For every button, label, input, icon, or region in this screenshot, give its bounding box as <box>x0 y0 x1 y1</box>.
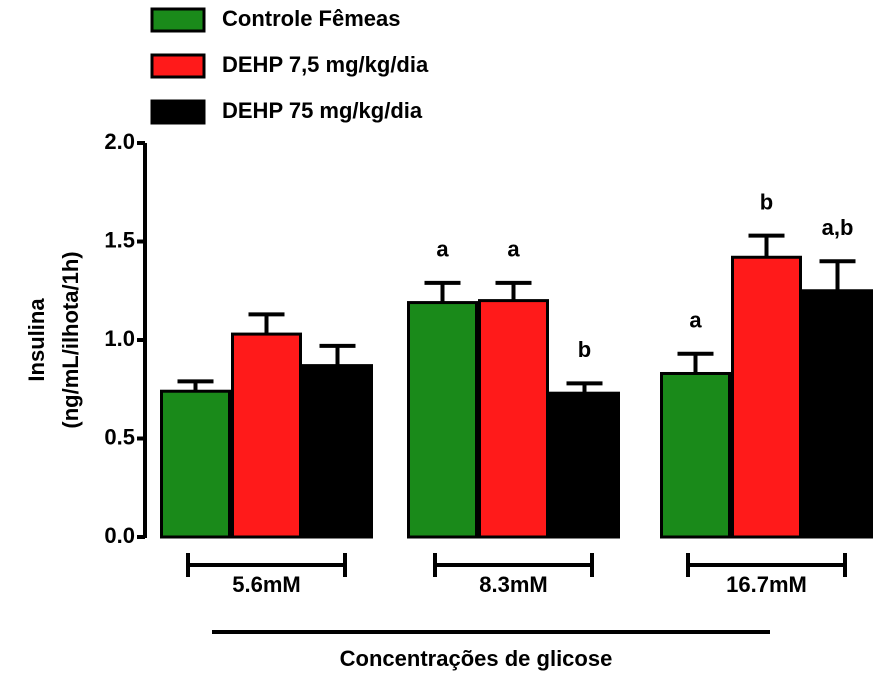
legend-swatch <box>150 99 206 125</box>
significance-label: b <box>578 337 591 362</box>
y-tick-label: 1.0 <box>104 326 135 351</box>
y-tick-label: 1.5 <box>104 227 135 252</box>
legend-label: DEHP 75 mg/kg/dia <box>222 98 423 123</box>
bar <box>549 391 620 539</box>
x-tick-label: 5.6mM <box>232 572 300 597</box>
y-axis-title-line: (ng/mL/ilhota/1h) <box>58 251 83 428</box>
bar <box>731 255 802 539</box>
significance-label: a <box>689 308 702 333</box>
bar <box>660 371 731 539</box>
significance-label: a <box>507 237 520 262</box>
y-axis-title-line: Insulina <box>24 298 49 382</box>
x-axis-title: Concentrações de glicose <box>340 646 613 671</box>
legend-label: Controle Fêmeas <box>222 6 401 31</box>
legend-label: DEHP 7,5 mg/kg/dia <box>222 52 429 77</box>
x-tick-label: 8.3mM <box>479 572 547 597</box>
bar <box>231 332 302 539</box>
y-tick-label: 0.0 <box>104 523 135 548</box>
bar <box>302 364 373 539</box>
bar <box>160 389 231 539</box>
bar <box>802 289 873 539</box>
y-tick-label: 0.5 <box>104 424 135 449</box>
legend-swatch <box>150 53 206 79</box>
bar <box>478 299 549 539</box>
significance-label: a,b <box>822 215 854 240</box>
significance-label: a <box>436 237 449 262</box>
legend-swatch <box>150 7 206 33</box>
y-axis-title: Insulina (ng/mL/ilhota/1h) <box>24 251 83 428</box>
significance-label: b <box>760 189 773 214</box>
bar <box>407 301 478 539</box>
x-tick-label: 16.7mM <box>726 572 807 597</box>
y-tick-label: 2.0 <box>104 129 135 154</box>
